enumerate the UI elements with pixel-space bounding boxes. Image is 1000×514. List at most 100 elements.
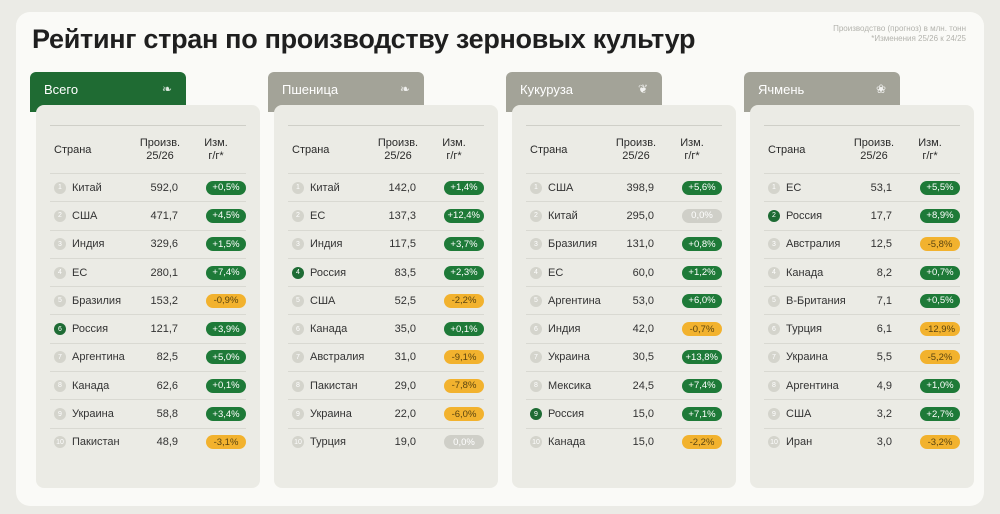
table-row: 2 ЕС 137,3 +12,4% (288, 201, 484, 229)
change-cell: -6,0% (420, 407, 484, 422)
change-badge: -2,2% (444, 293, 484, 308)
production-value: 131,0 (626, 238, 654, 251)
change-badge: +13,8% (681, 350, 722, 365)
rank-badge: 2 (292, 209, 304, 222)
header-production-line2: 25/26 (384, 149, 412, 162)
change-badge: -3,2% (920, 435, 960, 450)
change-cell: +7,4% (658, 378, 722, 393)
ranking-table-1: Страна Произв. 25/26 Изм. г/г* 1 Китай 142,0 +1,… (274, 105, 498, 488)
header-change-line1: Изм. (680, 136, 704, 149)
rank-badge: 4 (768, 266, 780, 279)
production-value: 398,9 (626, 181, 654, 194)
country-name: Индия (310, 238, 343, 251)
production-value: 153,2 (150, 294, 178, 307)
header-change: Изм. г/г* (186, 137, 246, 163)
rank-badge: 6 (530, 323, 542, 336)
header-change-line2: г/г* (208, 149, 224, 162)
production-value: 62,6 (156, 379, 178, 392)
change-badge: +6,0% (682, 293, 722, 308)
change-cell: +13,8% (658, 350, 722, 365)
change-badge: +8,9% (920, 208, 960, 223)
header-change-line2: г/г* (922, 149, 938, 162)
country-name: Бразилия (72, 294, 122, 307)
rank-badge: 8 (292, 379, 304, 392)
country-name: Пакистан (72, 436, 120, 449)
table-row: 8 Аргентина 4,9 +1,0% (764, 371, 960, 399)
change-cell: +0,5% (896, 293, 960, 308)
change-badge: +0,5% (206, 180, 246, 195)
rank-badge: 9 (292, 408, 304, 421)
rank-badge: 9 (54, 408, 66, 421)
change-badge: +7,4% (206, 265, 246, 280)
table-row: 8 Канада 62,6 +0,1% (50, 371, 246, 399)
production-value: 121,7 (150, 323, 178, 336)
change-badge: +2,7% (920, 407, 960, 422)
source-note: Производство (прогноз) в млн. тонн *Изме… (833, 24, 966, 44)
header-change: Изм. г/г* (900, 137, 960, 163)
country-name: Индия (548, 323, 581, 336)
rank-badge: 10 (54, 436, 66, 449)
table-row: 7 Украина 30,5 +13,8% (526, 342, 722, 371)
rank-badge: 7 (54, 351, 66, 364)
production-value: 53,0 (632, 294, 654, 307)
rank-badge: 8 (54, 379, 66, 392)
change-cell: +3,9% (182, 322, 246, 337)
production-value: 471,7 (150, 209, 178, 222)
country-name: Украина (786, 351, 828, 364)
change-cell: -2,2% (658, 435, 722, 450)
change-badge: -6,0% (444, 407, 484, 422)
ranking-table-3: Страна Произв. 25/26 Изм. г/г* 1 ЕС 53,1 +5,5% 2 Р… (750, 105, 974, 488)
production-value: 30,5 (632, 351, 654, 364)
country-name: Украина (548, 351, 590, 364)
rank-badge: 1 (54, 181, 66, 194)
rank-badge: 7 (768, 351, 780, 364)
rank-badge: 10 (768, 436, 780, 449)
table-row: 4 Канада 8,2 +0,7% (764, 257, 960, 286)
header-production: Произв. 25/26 (134, 137, 186, 163)
production-value: 42,0 (632, 323, 654, 336)
production-value: 52,5 (394, 294, 416, 307)
rank-badge: 6 (768, 323, 780, 336)
table-row: 7 Австралия 31,0 -9,1% (288, 342, 484, 371)
header-change-line1: Изм. (442, 136, 466, 149)
country-name: ЕС (548, 266, 564, 279)
country-name: Турция (310, 436, 346, 449)
table-row: 5 В-Британия 7,1 +0,5% (764, 286, 960, 314)
table-row: 4 ЕС 280,1 +7,4% (50, 257, 246, 286)
production-value: 142,0 (388, 181, 416, 194)
table-row: 1 ЕС 53,1 +5,5% (764, 173, 960, 201)
table-row: 9 Россия 15,0 +7,1% (526, 399, 722, 427)
table-row: 9 Украина 58,8 +3,4% (50, 399, 246, 427)
production-value: 82,5 (156, 351, 178, 364)
country-name: Канада (72, 379, 110, 392)
header-country: Страна (292, 143, 330, 156)
production-value: 4,9 (876, 379, 892, 392)
table-row: 1 Китай 142,0 +1,4% (288, 173, 484, 201)
rank-badge: 4 (292, 266, 304, 279)
header-change-line2: г/г* (446, 149, 462, 162)
change-cell: -7,8% (420, 378, 484, 393)
change-badge: +12,4% (443, 208, 484, 223)
production-value: 8,2 (876, 266, 892, 279)
change-cell: -0,9% (182, 293, 246, 308)
country-name: Украина (310, 408, 352, 421)
change-badge: -3,1% (206, 435, 246, 450)
table-header: Страна Произв. 25/26 Изм. г/г* (288, 125, 484, 173)
production-value: 17,7 (870, 209, 892, 222)
country-name: Аргентина (548, 294, 601, 307)
ranking-table-0: Страна Произв. 25/26 Изм. г/г* 1 Китай 592,0 +0,… (36, 105, 260, 488)
change-cell: -12,9% (896, 322, 960, 337)
country-name: Аргентина (786, 379, 839, 392)
header-production: Произв. 25/26 (848, 137, 900, 163)
production-value: 48,9 (156, 436, 178, 449)
table-row: 2 США 471,7 +4,5% (50, 201, 246, 229)
country-name: Турция (786, 323, 822, 336)
wheat-icon: ❧ (161, 82, 172, 96)
country-name: Канада (786, 266, 824, 279)
change-cell: +0,5% (182, 180, 246, 195)
production-value: 24,5 (632, 379, 654, 392)
production-value: 5,5 (876, 351, 892, 364)
rank-badge: 3 (530, 238, 542, 251)
rank-badge: 1 (768, 181, 780, 194)
production-value: 280,1 (150, 266, 178, 279)
